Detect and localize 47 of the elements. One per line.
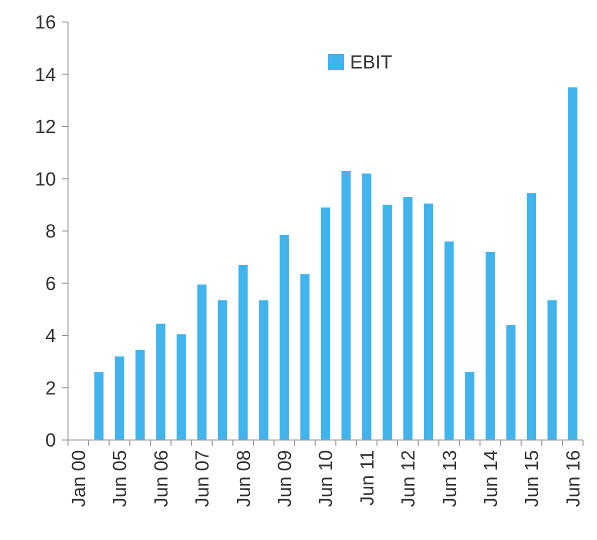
y-tick-label: 14 — [34, 64, 56, 86]
bar — [114, 356, 124, 440]
bar — [424, 204, 434, 440]
legend-label: EBIT — [350, 52, 393, 74]
x-tick-label: Jun 10 — [316, 450, 338, 508]
x-tick-label: Jun 14 — [480, 450, 502, 508]
bar — [94, 372, 104, 440]
x-tick-label: Jun 07 — [192, 450, 214, 508]
bar — [362, 174, 372, 440]
bar — [197, 284, 207, 440]
bar — [300, 274, 310, 440]
bar — [526, 193, 536, 440]
bar — [320, 207, 330, 440]
x-tick-label: Jun 16 — [563, 450, 584, 508]
bar — [280, 234, 289, 440]
bar — [218, 300, 228, 440]
x-tick-label: Jun 12 — [398, 450, 420, 508]
bar — [382, 204, 392, 440]
y-tick-label: 4 — [45, 326, 56, 348]
x-tick-label: Jun 09 — [274, 450, 296, 508]
y-tick-label: 12 — [34, 117, 56, 138]
bar — [465, 372, 474, 440]
bar — [444, 241, 454, 440]
y-tick-label: 10 — [34, 169, 56, 190]
bar — [259, 300, 268, 440]
bar — [506, 325, 516, 440]
bar — [486, 252, 495, 440]
x-tick-label: Jun 05 — [110, 450, 132, 508]
x-tick-label: Jun 06 — [151, 450, 172, 508]
bar — [156, 324, 166, 440]
y-tick-label: 16 — [34, 12, 56, 34]
y-tick-label: 8 — [45, 222, 56, 243]
y-tick-label: 6 — [45, 274, 56, 295]
bar — [176, 334, 186, 440]
y-tick-label: 2 — [45, 378, 56, 400]
bar — [341, 170, 351, 440]
x-tick-label: Jun 08 — [234, 450, 255, 508]
x-tick-label: Jan 00 — [68, 450, 90, 508]
bar — [135, 350, 145, 440]
x-tick-label: Jun 13 — [440, 450, 461, 508]
x-tick-label: Jun 11 — [357, 450, 378, 506]
bar — [568, 87, 578, 440]
bar — [547, 300, 557, 440]
bar — [238, 264, 248, 440]
x-tick-label: Jun 15 — [522, 450, 544, 508]
y-tick-label: 0 — [45, 430, 56, 452]
bar — [403, 197, 413, 440]
